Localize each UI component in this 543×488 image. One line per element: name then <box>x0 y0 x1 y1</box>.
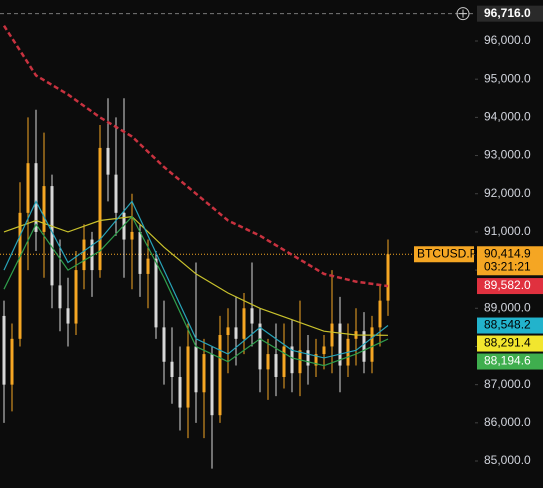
candle-body <box>114 174 118 213</box>
price-tag <box>477 317 543 334</box>
candle-body <box>74 270 78 324</box>
y-tick-label: 94,000.0 <box>484 110 531 124</box>
candle-body <box>146 258 150 274</box>
candle-body <box>226 327 230 336</box>
symbol-label: BTCUSD.P <box>417 246 478 260</box>
candle-body <box>362 331 366 362</box>
crosshair-icon <box>456 7 470 21</box>
candle-body <box>306 350 310 366</box>
candle-body <box>138 231 142 274</box>
moving-average <box>3 215 389 367</box>
candle-body <box>130 231 134 240</box>
candle-body <box>386 254 390 301</box>
candle-body <box>154 258 158 328</box>
candle-body <box>250 308 254 324</box>
candle-body <box>290 346 294 374</box>
candle-body <box>106 147 110 175</box>
crosshair-icon <box>459 9 467 18</box>
candle-body <box>210 354 214 416</box>
y-tick-label: 87,000.0 <box>484 377 531 391</box>
price-tag-label: 88,194.6 <box>484 354 531 368</box>
candle-body <box>2 315 6 385</box>
candle-body <box>90 239 94 271</box>
last-price-label: 90,414.9 <box>484 246 531 260</box>
candle-body <box>42 186 46 232</box>
price-tag <box>477 353 543 370</box>
y-tick-label: 96,000.0 <box>484 33 531 47</box>
price-axis <box>475 0 543 488</box>
candle-body <box>322 346 326 355</box>
price-tag-label: 88,548.2 <box>484 318 531 332</box>
moving-average <box>3 215 389 336</box>
candle-body <box>242 308 246 339</box>
candle-body <box>50 186 54 286</box>
y-tick-label: 89,000.0 <box>484 300 531 314</box>
y-tick-label: 85,000.0 <box>484 453 531 467</box>
candle-body <box>10 338 14 385</box>
candle-body <box>98 147 102 271</box>
symbol-tag <box>414 246 474 263</box>
candle-body <box>186 346 190 408</box>
candle-body <box>282 346 286 378</box>
moving-average <box>3 200 389 359</box>
candle-body <box>178 377 182 408</box>
y-tick-label: 93,000.0 <box>484 148 531 162</box>
candle-body <box>234 327 238 339</box>
candle-body <box>194 346 198 393</box>
candle-body <box>58 285 62 309</box>
candle-body <box>258 323 262 370</box>
candle-body <box>82 239 86 271</box>
candle-body <box>298 350 302 374</box>
plot-background <box>0 0 475 488</box>
y-tick-label: 92,000.0 <box>484 186 531 200</box>
candle-body <box>218 335 222 416</box>
candle-body <box>122 212 126 240</box>
candle-body <box>170 361 174 378</box>
price-tag <box>477 278 543 295</box>
candle-body <box>370 327 374 362</box>
y-tick-label: 95,000.0 <box>484 71 531 85</box>
crosshair-label: 96,716.0 <box>484 6 531 20</box>
price-tag-label: 89,582.0 <box>484 278 531 292</box>
price-tag-label: 88,291.4 <box>484 336 531 350</box>
moving-average <box>2 25 389 288</box>
price-tag <box>477 335 543 352</box>
candle-body <box>330 323 334 347</box>
candle-body <box>266 354 270 370</box>
countdown-label: 03:21:21 <box>484 259 531 273</box>
crosshair-tag <box>477 5 543 22</box>
candle-body <box>338 323 342 366</box>
candle-body <box>66 308 70 324</box>
y-tick-label: 86,000.0 <box>484 415 531 429</box>
candle-body <box>274 354 278 378</box>
last-price-tag <box>477 246 543 276</box>
candle-body <box>314 354 318 366</box>
candle-body <box>34 163 38 232</box>
candle-body <box>26 163 30 213</box>
candle-body <box>18 212 22 339</box>
y-tick-label: 91,000.0 <box>484 224 531 238</box>
candle-body <box>202 354 206 393</box>
candle-body <box>162 327 166 362</box>
candle-body <box>378 300 382 328</box>
